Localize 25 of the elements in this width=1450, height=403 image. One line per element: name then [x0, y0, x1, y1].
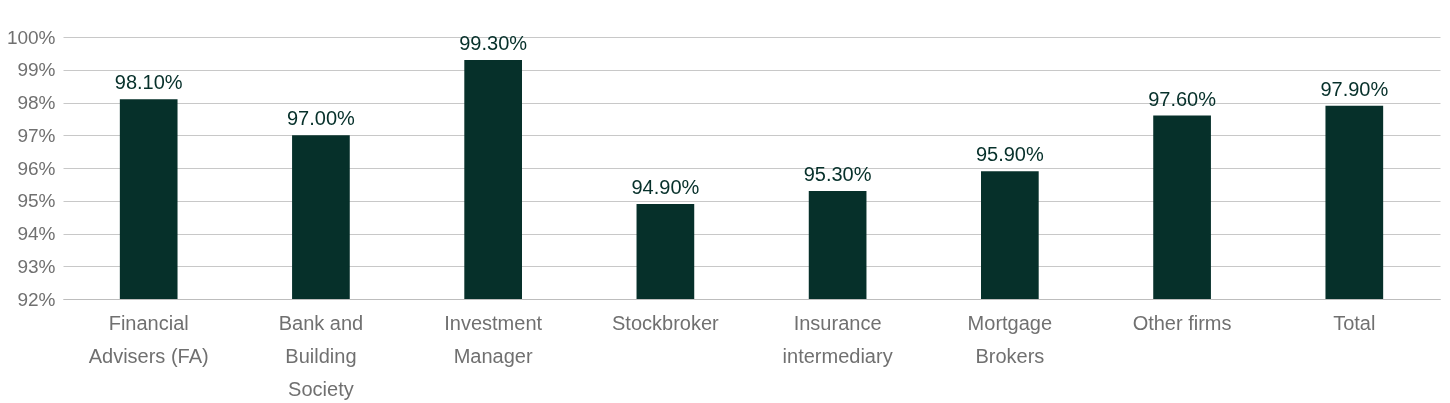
data-label: 95.30% [803, 162, 872, 185]
x-tick-label: Stockbroker [612, 311, 720, 334]
x-tick-label: Other firms [1132, 311, 1232, 334]
data-label: 97.00% [287, 107, 356, 130]
x-tick-label: Total [1333, 311, 1376, 334]
y-tick-label: 99% [17, 59, 56, 81]
x-tick-label: Investment Manager [444, 311, 543, 367]
data-label: 97.60% [1148, 87, 1217, 110]
x-tick-label: Insurance intermediary [782, 311, 893, 367]
data-label: 95.90% [975, 143, 1044, 166]
data-label: 94.90% [631, 176, 700, 199]
x-tick-label: Financial Advisers (FA) [88, 311, 209, 367]
data-label: 98.10% [114, 71, 183, 94]
data-label: 97.90% [1320, 77, 1389, 100]
data-label: 99.30% [459, 31, 528, 54]
y-tick-label: 97% [17, 124, 56, 146]
y-tick-label: 98% [17, 92, 56, 113]
x-tick-label: Mortgage Brokers [967, 311, 1053, 367]
x-tick-label: Bank and Building Society [278, 311, 364, 400]
y-tick-label: 100% [6, 26, 56, 48]
y-tick-label: 94% [17, 223, 56, 244]
y-tick-label: 96% [17, 157, 56, 179]
y-tick-label: 92% [17, 288, 56, 310]
y-tick-label: 95% [17, 190, 56, 212]
y-tick-label: 93% [17, 255, 56, 277]
